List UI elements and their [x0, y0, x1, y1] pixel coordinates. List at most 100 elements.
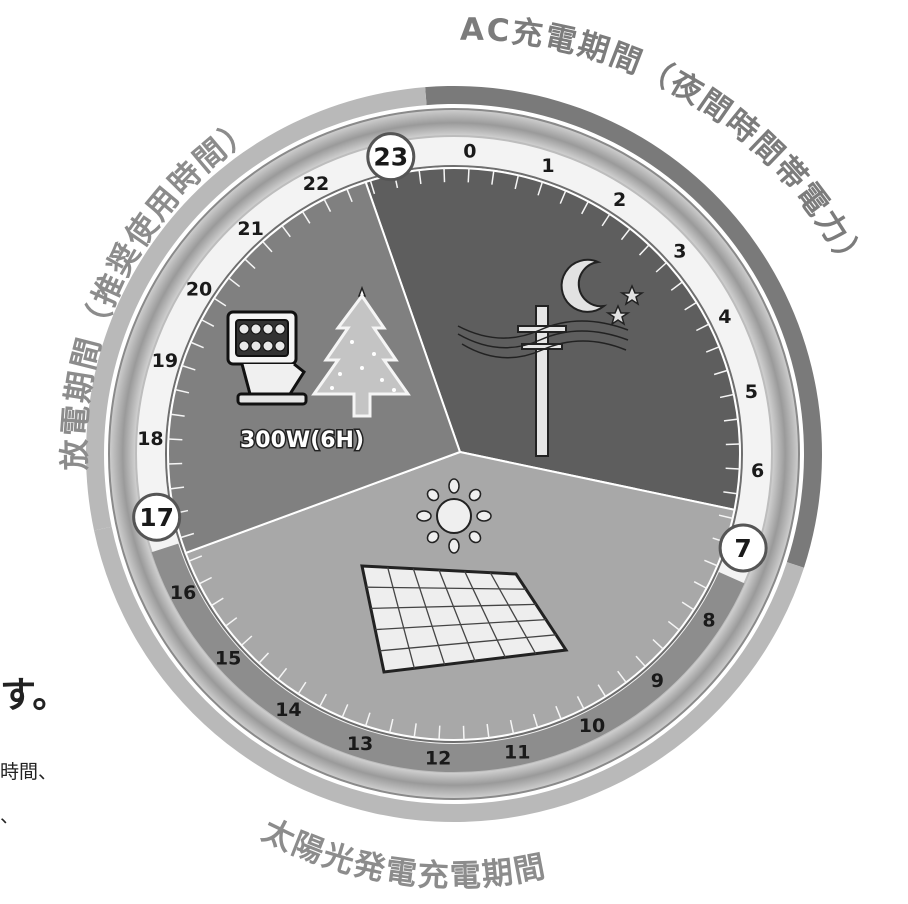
tick-mark: [718, 514, 733, 520]
tick-mark: [723, 418, 738, 422]
christmas-tree-icon: [311, 285, 411, 418]
highlighted-hour-badge: [718, 523, 768, 573]
utility-pole-icon: [457, 305, 629, 457]
sun-icon: [416, 478, 492, 554]
tick-mark: [201, 319, 215, 327]
hour-label: 9: [651, 670, 664, 692]
tick-mark: [617, 670, 627, 683]
tick-mark: [388, 718, 394, 733]
tick-mark: [555, 705, 562, 720]
hour-label: 0: [463, 140, 476, 162]
tick-mark: [297, 681, 307, 695]
highlighted-hour-badge: [366, 132, 416, 182]
tick-mark: [319, 693, 327, 707]
panel-cell-line: [464, 571, 506, 658]
panel-cell-line: [375, 618, 547, 631]
hour-label: 11: [504, 741, 530, 763]
tick-mark: [655, 262, 668, 273]
tick-mark: [301, 211, 311, 224]
tick-mark: [719, 393, 734, 399]
star-icon: [605, 284, 645, 326]
tick-mark: [693, 581, 707, 589]
tick-mark: [175, 388, 190, 394]
hour-label: 17: [139, 503, 174, 532]
hour-label: 16: [170, 582, 196, 604]
tick-mark: [509, 719, 515, 734]
hour-label: 4: [718, 306, 731, 328]
tick-mark: [281, 225, 291, 238]
tick-mark: [670, 281, 683, 291]
panel-cell-line: [489, 572, 537, 654]
solar-hours-track: [151, 543, 745, 772]
hour-label: 15: [215, 647, 241, 669]
ac-charge-ring: [425, 86, 822, 568]
tick-mark: [262, 240, 273, 253]
tick-mark: [537, 181, 544, 196]
hour-label: 2: [613, 189, 626, 211]
tick-mark: [601, 213, 611, 227]
power-label: 300W(6H): [240, 428, 364, 453]
tick-mark: [681, 601, 695, 611]
highlighted-hour-badge: [132, 492, 182, 542]
tick-mark: [576, 696, 585, 710]
hour-label: 18: [137, 428, 163, 450]
tick-mark: [684, 301, 697, 311]
tick-mark: [170, 486, 185, 490]
tick-mark: [696, 323, 710, 332]
tick-mark: [638, 244, 650, 256]
tick-mark: [418, 170, 422, 185]
hour-label: 20: [186, 278, 212, 300]
panel-cell-line: [438, 569, 476, 662]
panel-cell-line: [366, 586, 527, 590]
hour-label: 10: [579, 715, 605, 737]
hour-label: 12: [425, 748, 451, 770]
tick-mark: [467, 168, 470, 183]
tick-mark: [438, 725, 441, 740]
tick-mark: [597, 684, 607, 697]
tick-mark: [725, 467, 740, 470]
tick-mark: [181, 364, 196, 371]
tick-mark: [190, 341, 204, 349]
panel-cell-line: [370, 603, 537, 610]
solar-charge-period-label: 太陽光発電充電期間: [257, 812, 550, 894]
tick-mark: [170, 413, 185, 417]
hour-label: 14: [275, 699, 301, 721]
hour-label: 1: [541, 155, 554, 177]
cropped-body-text-1: 時間、: [0, 761, 58, 783]
cropped-body-text-2: 、: [0, 805, 20, 827]
tick-mark: [228, 277, 241, 288]
hour-label: 8: [702, 610, 715, 632]
hour-label: 6: [751, 460, 764, 482]
panel-cell-line: [387, 567, 415, 669]
hour-label: 21: [237, 218, 263, 240]
tick-mark: [346, 188, 353, 203]
tick-mark: [667, 620, 680, 631]
tick-mark: [225, 617, 238, 627]
discharge-sector: [167, 180, 462, 555]
solar-panel-icon: [360, 564, 569, 674]
tick-mark: [723, 491, 738, 495]
tick-mark: [652, 638, 664, 650]
dial-ticks: [168, 168, 740, 740]
tick-mark: [364, 712, 371, 727]
cropped-heading-text: す。: [0, 675, 69, 716]
outer-period-rings: [86, 86, 822, 822]
tick-mark: [635, 655, 646, 668]
tick-mark: [277, 667, 288, 680]
solar-track-fill: [151, 543, 745, 772]
tick-mark: [323, 198, 332, 212]
floodlight-icon: [226, 310, 308, 406]
hour-label: 19: [152, 350, 178, 372]
hour-label: 13: [347, 733, 373, 755]
tick-mark: [369, 180, 376, 195]
hour-label: 5: [745, 381, 758, 403]
tick-mark: [486, 723, 490, 738]
tick-mark: [559, 190, 567, 204]
hour-label: 3: [673, 241, 686, 263]
panel-cell-line: [379, 634, 557, 652]
tick-mark: [704, 559, 718, 567]
tick-mark: [258, 652, 270, 664]
tick-mark: [413, 723, 417, 738]
tick-mark: [532, 713, 539, 728]
